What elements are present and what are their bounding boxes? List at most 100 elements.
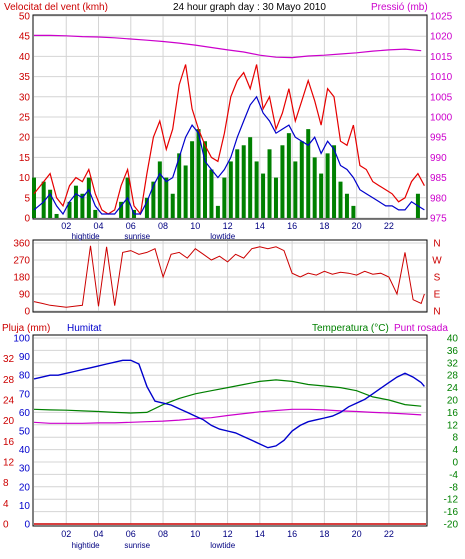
- temperature-tick-label: 0: [452, 458, 458, 469]
- wind-gust-bar: [306, 129, 311, 218]
- humidity-tick-label: 50: [19, 427, 31, 438]
- chart-title: 24 hour graph day : 30 Mayo 2010: [173, 2, 326, 13]
- rain-tick-label: 4: [3, 499, 9, 510]
- series-direction: [33, 245, 425, 308]
- rain-tick-label: 20: [3, 416, 15, 427]
- wind-gust-bar: [273, 177, 278, 218]
- wind-gust-bar: [157, 161, 162, 218]
- pressure-title: Pressió (mb): [371, 2, 428, 13]
- wind-gust-bar: [164, 177, 169, 218]
- pressure-tick-label: 990: [430, 153, 447, 164]
- direction-tick-label: 360: [13, 239, 30, 250]
- wind-gust-bar: [48, 189, 53, 218]
- wind-speed-line: [33, 64, 425, 216]
- direction-tick-label: 90: [19, 290, 31, 301]
- wind-gust-bar: [267, 149, 272, 218]
- wind-gust-bar: [299, 141, 304, 218]
- rain-tick-label: 16: [3, 437, 15, 448]
- direction-tick-label: 270: [13, 256, 30, 267]
- wind-gust-bar: [280, 145, 285, 218]
- pressure-tick-label: 995: [430, 133, 447, 144]
- humidity-tick-label: 80: [19, 371, 31, 382]
- hour-tick-label: 18: [319, 529, 329, 539]
- wind-gust-bar: [196, 129, 201, 218]
- pressure-tick-label: 1005: [430, 92, 453, 103]
- compass-label: N: [433, 307, 440, 318]
- hour-tick-label: 14: [255, 529, 265, 539]
- wind-gust-bar: [183, 165, 188, 218]
- temperature-tick-label: 28: [447, 371, 459, 382]
- compass-label: E: [434, 290, 441, 301]
- temperature-tick-label: 24: [447, 383, 459, 394]
- wind-gust-bar: [215, 205, 220, 218]
- wind-gust-bar: [151, 181, 156, 218]
- temperature-tick-label: -8: [449, 482, 458, 493]
- dewpoint-line: [33, 408, 422, 424]
- wind-tick-label: 20: [19, 133, 31, 144]
- panel-wind-frame: [32, 14, 428, 220]
- rain-tick-label: 8: [3, 478, 9, 489]
- temperature-tick-label: -20: [444, 520, 459, 531]
- pressure-tick-label: 1020: [430, 32, 453, 43]
- wind-gust-bar: [86, 177, 91, 218]
- pressure-tick-label: 985: [430, 173, 447, 184]
- humidity-title: Humitat: [67, 323, 102, 334]
- wind-gust-bar: [93, 209, 98, 218]
- wind-gust-bar: [177, 153, 182, 218]
- hour-tick-label: 16: [287, 221, 297, 231]
- hour-tick-label: 08: [158, 529, 168, 539]
- hour-tick-label: 02: [61, 529, 71, 539]
- hour-tick-label: 06: [126, 529, 136, 539]
- compass-label: W: [432, 256, 442, 267]
- temperature-tick-label: 40: [447, 334, 459, 345]
- wind-gust-bar: [54, 213, 59, 218]
- humidity-tick-label: 60: [19, 408, 31, 419]
- pressure-tick-label: 1000: [430, 113, 453, 124]
- wind-gust-bar: [222, 177, 227, 218]
- humidity-line: [33, 359, 425, 449]
- direction-tick-label: 0: [24, 307, 30, 318]
- humidity-tick-label: 100: [13, 334, 30, 345]
- rain-title: Pluja (mm): [2, 323, 50, 334]
- wind-gust-bar: [338, 181, 343, 218]
- hour-tick-label: 12: [223, 221, 233, 231]
- hour-tick-label: 04: [94, 221, 104, 231]
- wind-gust-bar: [312, 157, 317, 218]
- humidity-tick-label: 70: [19, 389, 31, 400]
- pressure-tick-label: 1025: [430, 12, 453, 23]
- dewpoint-title: Punt rosada: [394, 323, 448, 334]
- direction-tick-label: 180: [13, 273, 30, 284]
- ticks-wind: 0510152025303540455097598098599099510001…: [19, 12, 453, 242]
- grid-wind: [34, 15, 426, 219]
- hour-tick-label: 14: [255, 221, 265, 231]
- wind-gust-bar: [190, 141, 195, 218]
- rain-tick-label: 12: [3, 458, 15, 469]
- temperature-tick-label: 36: [447, 346, 459, 357]
- hour-tick-label: 12: [223, 529, 233, 539]
- ticks-temperature: 0102030405060708090100048121620242832-20…: [3, 334, 458, 551]
- humidity-tick-label: 90: [19, 352, 31, 363]
- humidity-tick-label: 0: [24, 520, 30, 531]
- rain-tick-label: 28: [3, 375, 15, 386]
- wind-average-line: [33, 95, 425, 216]
- temperature-title: Temperatura (°C): [312, 323, 389, 334]
- temperature-tick-label: 20: [447, 396, 459, 407]
- hour-tick-label: 04: [94, 529, 104, 539]
- hour-tick-label: 10: [190, 221, 200, 231]
- temperature-tick-label: 32: [447, 358, 459, 369]
- wind-tick-label: 5: [24, 193, 30, 204]
- temperature-tick-label: 4: [452, 445, 458, 456]
- wind-tick-label: 50: [19, 12, 31, 23]
- wind-gust-bar: [241, 145, 246, 218]
- wind-tick-label: 40: [19, 52, 31, 63]
- rain-tick-label: 24: [3, 396, 15, 407]
- wind-tick-label: 30: [19, 92, 31, 103]
- annotation-label: hightide: [72, 541, 101, 550]
- wind-tick-label: 45: [19, 32, 31, 43]
- wind-gust-bar: [202, 141, 207, 218]
- series-temperature: [33, 359, 426, 525]
- wind-gust-bar: [332, 145, 337, 218]
- panel-temp-frame: [32, 334, 428, 527]
